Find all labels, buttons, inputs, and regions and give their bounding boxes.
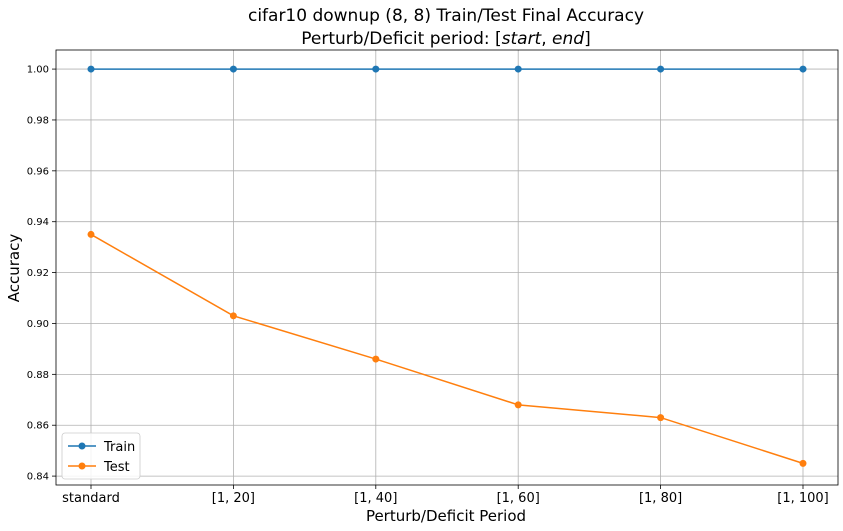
data-point-train: [799, 65, 807, 73]
x-tick-label: [1, 100]: [777, 491, 829, 506]
data-point-train: [514, 65, 522, 73]
subtitle-suffix: ]: [584, 29, 591, 49]
plot-frame: [55, 49, 839, 486]
legend-marker-test: [78, 462, 86, 470]
x-tick-label: standard: [62, 491, 120, 506]
data-point-train: [657, 65, 665, 73]
series-layer: [87, 65, 807, 467]
chart-subtitle: Perturb/Deficit period: [start, end]: [301, 29, 590, 49]
legend-label-train: Train: [103, 440, 135, 455]
data-point-test: [229, 312, 237, 320]
series-line-test: [90, 233, 804, 465]
y-tick-label: 0.92: [27, 268, 49, 279]
subtitle-prefix: Perturb/Deficit period: [: [301, 29, 501, 49]
legend-marker-train: [78, 442, 86, 450]
y-tick-label: 0.90: [27, 319, 49, 330]
y-tick-label: 0.88: [27, 370, 49, 381]
subtitle-end: end: [552, 29, 584, 49]
x-axis-label: Perturb/Deficit Period: [366, 507, 526, 525]
data-point-train: [372, 65, 380, 73]
y-tick-label: 0.84: [27, 472, 49, 483]
legend: Train Test: [61, 432, 141, 480]
subtitle-sep: ,: [541, 29, 552, 49]
data-point-test: [514, 401, 522, 409]
x-tick-label: [1, 60]: [497, 491, 540, 506]
legend-label-test: Test: [103, 460, 130, 475]
data-point-test: [87, 230, 95, 238]
y-tick-label: 0.98: [27, 115, 49, 126]
chart-title: cifar10 downup (8, 8) Train/Test Final A…: [248, 6, 644, 26]
x-tick-label: [1, 80]: [639, 491, 682, 506]
y-axis-label: Accuracy: [5, 234, 23, 303]
x-tick-label: [1, 20]: [212, 491, 255, 506]
axis-ticks: 0.84 0.86 0.88 0.90 0.92 0.94 0.96 0.98 1.00 stan…: [27, 65, 829, 506]
grid: [56, 50, 838, 485]
y-tick-label: 0.96: [27, 166, 49, 177]
data-point-train: [229, 65, 237, 73]
subtitle-start: start: [502, 29, 543, 49]
data-point-test: [799, 459, 807, 467]
data-point-test: [657, 414, 665, 422]
y-tick-label: 0.94: [27, 217, 49, 228]
x-tick-label: [1, 40]: [354, 491, 397, 506]
y-tick-label: 0.86: [27, 421, 49, 432]
y-tick-label: 1.00: [27, 65, 49, 76]
data-point-test: [372, 355, 380, 363]
data-point-train: [87, 65, 95, 73]
